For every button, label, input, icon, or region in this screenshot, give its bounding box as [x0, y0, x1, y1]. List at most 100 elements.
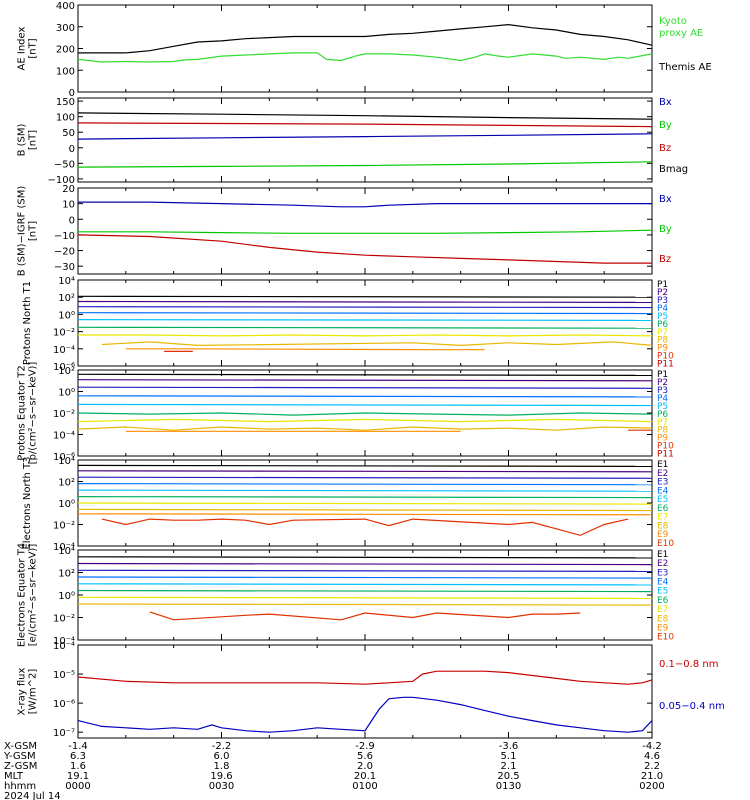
legend-entry: P10 [657, 352, 674, 362]
axis-row-value: 2.1 [501, 761, 517, 772]
series-p8-line [77, 426, 653, 431]
panel-xray: 10⁻⁷ 10⁻⁶ 10⁻⁵ 10⁻⁴ X-ray flux [W/m^2] 0.1−0.8… [17, 641, 725, 739]
axis-row-value: 4.6 [644, 751, 660, 762]
y-axis-label: Electrons North T3 [22, 456, 33, 549]
legend-entry: E2 [657, 559, 668, 569]
y-axis-unit: [e/(cm²−s−sr−keV)] [28, 544, 39, 647]
legend-entry: 0.1−0.8 nm [659, 659, 718, 670]
y-tick-label: 10⁻⁴ [53, 542, 75, 553]
legend-entry: P8 [657, 336, 668, 346]
y-axis-label: AE Index [17, 26, 28, 70]
y-tick-label: 10⁻² [53, 614, 75, 625]
legend-entry: P4 [657, 394, 668, 404]
y-tick-label: 0 [69, 88, 75, 99]
axis-row-value: 5.1 [501, 751, 517, 762]
series-p1-line [77, 295, 653, 298]
legend-entry: E4 [657, 486, 669, 496]
legend-entry: E5 [657, 495, 668, 505]
panel-frame [77, 187, 653, 275]
series-p6-line [77, 326, 653, 329]
legend-entry: P10 [657, 442, 674, 452]
legend-entry: P6 [657, 410, 668, 420]
axis-row-label: X-GSM [4, 741, 37, 752]
series-e2-line [77, 562, 653, 566]
legend-entry: P4 [657, 304, 668, 314]
series-e6-line [77, 589, 653, 593]
series-p9-line [125, 348, 485, 351]
legend-entry: P7 [657, 418, 668, 428]
y-axis-unit: [nT] [28, 221, 39, 241]
axis-row-value: 1.8 [214, 761, 230, 772]
y-axis-label: B (SM) [17, 123, 28, 156]
y-tick-label: −50 [54, 159, 75, 170]
series-e2-line [77, 470, 653, 473]
y-tick-label: 10⁴ [58, 456, 75, 467]
y-axis-label: Protons Equator T2 [17, 365, 28, 461]
legend-entry: P11 [657, 450, 674, 460]
axis-row-label: Z-GSM [4, 761, 37, 772]
legend-entry: P7 [657, 328, 668, 338]
axis-row-label: Y-GSM [3, 751, 36, 762]
y-tick-label: 10⁻⁴ [53, 345, 75, 356]
y-tick-label: 10⁴ [58, 546, 75, 557]
axis-row-value: -2.2 [212, 741, 232, 752]
series-p3-line [77, 306, 653, 309]
legend-entry: E10 [657, 539, 674, 549]
y-tick-label: 10⁻² [53, 409, 75, 420]
panel-frame [77, 279, 653, 367]
panel-b_igrf: −30 −20 −10 0 10 20 B (SM)−IGRF (SM) [nT] Bx By Bz [17, 184, 672, 276]
y-tick-label: 150 [56, 97, 75, 108]
legend-entry: E6 [657, 504, 669, 514]
legend-entry: E2 [657, 469, 668, 479]
legend-entry: P3 [657, 296, 668, 306]
series-e4-line [77, 483, 653, 486]
legend-entry: E1 [657, 460, 668, 470]
series-by-line [77, 161, 653, 168]
y-axis-unit: [W/m^2] [28, 669, 39, 715]
series-e10-line [101, 518, 629, 536]
y-tick-label: −10 [54, 231, 75, 242]
legend-entry: Bx [659, 194, 672, 205]
series-bx-line [78, 201, 652, 208]
series-p7-line [78, 334, 653, 337]
series-e9-line [77, 513, 653, 516]
axis-row-value: 0000 [65, 781, 90, 792]
series-p2-line [77, 379, 653, 382]
panel-frame [77, 644, 653, 739]
series-e1-line [77, 464, 653, 467]
legend-entry: By [659, 224, 672, 235]
y-tick-label: −30 [54, 262, 75, 273]
series-p7-line [77, 418, 653, 423]
y-tick-label: 400 [56, 1, 75, 12]
series-p5-line [77, 403, 653, 407]
axis-row-value: 5.6 [357, 751, 373, 762]
y-tick-label: 100 [56, 113, 75, 124]
series-e10-line [149, 611, 581, 621]
date-label: 2024 Jul 14 [4, 791, 61, 800]
y-tick-label: 10⁻⁴ [53, 431, 75, 442]
series-e1-line [77, 556, 653, 559]
legend-entry: E7 [657, 605, 668, 615]
y-axis-label: X-ray flux [17, 667, 28, 715]
y-tick-label: 200 [56, 45, 75, 56]
legend-entry: P9 [657, 434, 668, 444]
legend-entry: P9 [657, 344, 668, 354]
y-tick-label: 10 [62, 200, 75, 211]
legend-entry: P2 [657, 378, 668, 388]
y-tick-label: 50 [62, 128, 75, 139]
axis-row-value: 19.6 [210, 771, 232, 782]
y-tick-label: 10⁻² [53, 328, 75, 339]
axis-row-value: 21.0 [641, 771, 663, 782]
series-p2-line [77, 300, 653, 303]
series-p3-line [77, 386, 653, 389]
legend-entry: Bz [659, 143, 671, 154]
y-axis-unit: [nT] [28, 130, 39, 150]
axis-row-value: 0200 [639, 781, 664, 792]
y-tick-label: 10⁻⁵ [53, 670, 75, 681]
axis-row-value: 2.2 [644, 761, 660, 772]
legend-entry: P6 [657, 320, 668, 330]
legend-entry: P5 [657, 402, 668, 412]
